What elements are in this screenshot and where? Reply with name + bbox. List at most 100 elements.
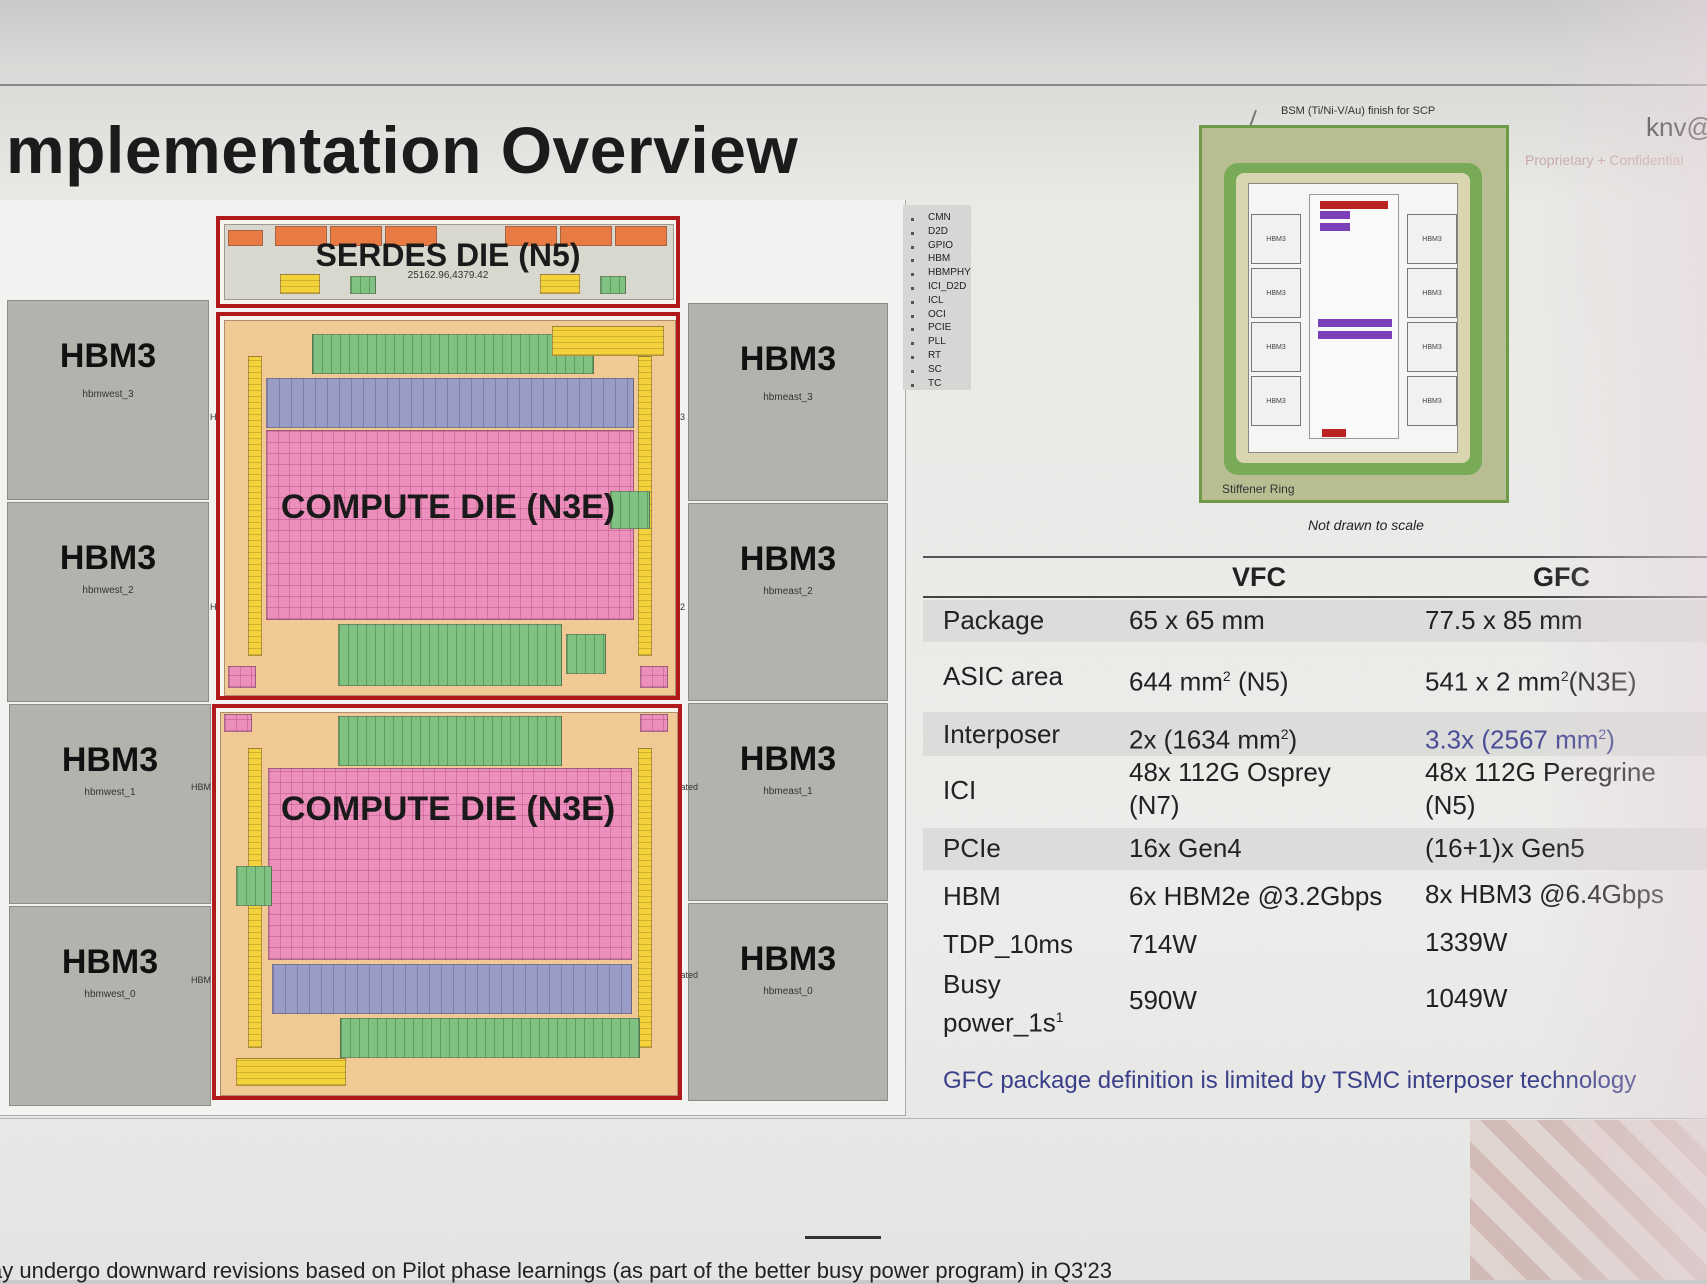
serdes-block	[615, 226, 667, 246]
table-row-busy-power: Busy power_1s1 590W 1049W	[923, 968, 1707, 1038]
value: 644 mm	[1129, 666, 1223, 697]
serdes-die: SERDES DIE (N5) 25162.96,4379.42	[216, 216, 680, 308]
side-tag: otated	[673, 970, 699, 980]
side-tag: 3	[680, 412, 686, 422]
table-top-rule	[923, 556, 1707, 558]
die-block-pink	[640, 666, 668, 688]
row-label: Busy	[943, 969, 1001, 999]
mini-d2d	[1320, 211, 1350, 219]
hbm-label: HBM3	[739, 940, 837, 978]
serdes-coords: 25162.96,4379.42	[407, 270, 489, 281]
serdes-block	[350, 276, 376, 294]
row-vfc: 65 x 65 mm	[1129, 605, 1265, 635]
row-vfc: 16x Gen4	[1129, 833, 1242, 863]
superscript: 1	[1055, 1009, 1064, 1025]
interposer: HBM3 HBM3 HBM3 HBM3 HBM3 HBM3 HBM3 HBM3	[1248, 183, 1458, 453]
die-block-yellow	[248, 356, 262, 656]
row-vfc: 2x (1634 mm2)	[1129, 718, 1297, 757]
legend-item: SC	[928, 363, 942, 375]
legend-item: PLL	[928, 336, 946, 348]
serdes-block	[280, 274, 320, 294]
legend-item: PCIE	[928, 322, 952, 334]
table-header-rule	[923, 596, 1707, 598]
mini-hbm: HBM3	[1407, 214, 1457, 264]
row-gfc-line2: (N5)	[1425, 790, 1476, 820]
row-vfc: 48x 112G Osprey	[1129, 757, 1331, 787]
legend-item: D2D	[928, 225, 949, 237]
legend-item: OCI	[928, 308, 946, 320]
mini-asic	[1309, 194, 1399, 439]
legend-item: GPIO	[928, 239, 954, 251]
table-row-ici: ICI 48x 112G Osprey (N7) 48x 112G Peregr…	[923, 756, 1707, 826]
legend-dot	[911, 245, 914, 249]
hbm-label: HBM3	[739, 340, 837, 378]
floorplan-legend: CMN D2D GPIO HBM HBMPHY ICI_D2D ICL OCI PCIE PLL R…	[903, 205, 971, 390]
slide-top-rule	[0, 84, 1707, 86]
die-block-green	[338, 716, 562, 766]
legend-item: ICL	[928, 294, 944, 306]
legend-dot	[911, 342, 914, 346]
legend-dot	[911, 273, 914, 277]
hbm-east-3: HBM3 hbmeast_3	[688, 303, 888, 501]
mini-d2d	[1320, 223, 1350, 231]
side-tag: H	[210, 412, 217, 422]
row-gfc: 541 x 2 mm2(N3E)	[1425, 660, 1637, 699]
row-label-line2: power_1s1	[943, 1001, 1064, 1040]
die-block-green	[566, 634, 606, 674]
row-gfc: 1049W	[1425, 983, 1508, 1013]
legend-item: TC	[928, 377, 942, 389]
table-row-package: Package 65 x 65 mm 77.5 x 85 mm	[923, 600, 1707, 642]
mini-hbm: HBM3	[1251, 376, 1301, 426]
legend-dot	[911, 314, 914, 318]
compute-die-top: COMPUTE DIE (N3E)	[216, 312, 680, 700]
mini-hbm: HBM3	[1407, 268, 1457, 318]
serdes-block	[385, 226, 437, 246]
table-row-pcie: PCIe 16x Gen4 (16+1)x Gen5	[923, 828, 1707, 870]
serdes-block	[275, 226, 327, 246]
hbm-west-1: HBM3 hbmwest_1	[9, 704, 211, 904]
value: 541 x 2 mm	[1425, 666, 1561, 697]
die-block-pink	[266, 430, 634, 620]
row-label: PCIe	[943, 833, 1001, 863]
die-block-yellow	[236, 1058, 346, 1086]
mini-hbm: HBM3	[1251, 214, 1301, 264]
hbm-sublabel: hbmeast_3	[763, 392, 813, 403]
value: 2x (1634 mm	[1129, 724, 1281, 755]
die-block-pink	[268, 768, 632, 960]
table-header-vfc: VFC	[1232, 562, 1286, 592]
hbm-label: HBM3	[61, 943, 159, 981]
row-label: TDP_10ms	[943, 929, 1074, 959]
die-block-purple	[266, 378, 634, 428]
die-block-yellow	[638, 748, 652, 1048]
serdes-block	[505, 226, 557, 246]
legend-dot	[911, 287, 914, 290]
legend-item: HBM	[928, 253, 951, 265]
stiffener-ring-label: Stiffener Ring	[1222, 482, 1295, 496]
row-gfc: 3.3x (2567 mm2)	[1425, 718, 1615, 757]
legend-dot	[911, 231, 914, 235]
side-tag: HBM	[191, 975, 211, 985]
slide-bottom-rule	[0, 1118, 1707, 1119]
mini-hbm: HBM3	[1407, 322, 1457, 372]
legend-dot	[911, 356, 914, 359]
not-to-scale-note: Not drawn to scale	[1308, 517, 1424, 533]
bsm-label: BSM (Ti/Ni-V/Au) finish for SCP	[1281, 105, 1436, 117]
row-label: Interposer	[943, 719, 1061, 749]
mini-hbm: HBM3	[1407, 376, 1457, 426]
legend-item: RT	[928, 350, 942, 361]
serdes-die-label: SERDES DIE (N5)	[315, 237, 581, 273]
hbm-sublabel: hbmwest_1	[84, 787, 136, 798]
die-block-green	[338, 624, 562, 686]
legend-dot	[911, 259, 914, 263]
superscript: 2	[1222, 668, 1231, 684]
row-vfc: 644 mm2 (N5)	[1129, 660, 1289, 699]
hbm-label: HBM3	[739, 540, 837, 578]
table-row-hbm: HBM 6x HBM2e @3.2Gbps 8x HBM3 @6.4Gbps	[923, 876, 1707, 920]
mini-hbm: HBM3	[1251, 268, 1301, 318]
hbm-sublabel: hbmwest_3	[82, 389, 134, 400]
mini-d2d	[1318, 331, 1392, 339]
die-block-pink	[224, 714, 252, 732]
legend-dot	[911, 369, 914, 373]
table-row-interposer: Interposer 2x (1634 mm2) 3.3x (2567 mm2)	[923, 712, 1707, 756]
chip-floorplan: HBM3 hbmwest_3 HBM3 hbmwest_2 HBM3 hbmwe…	[0, 200, 906, 1116]
